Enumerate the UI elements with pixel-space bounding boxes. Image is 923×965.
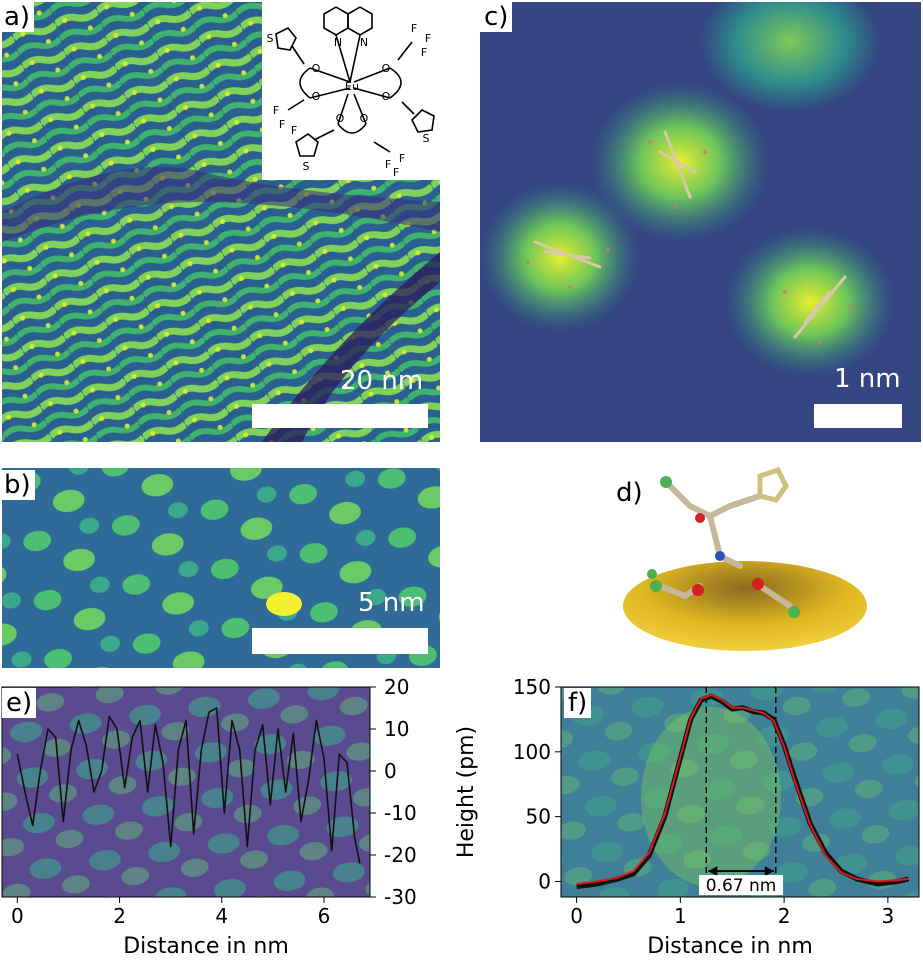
eu-complex-structure: Eu N N O O O O O O S S S F F F F F F F F [267,6,435,179]
panel-label-d: d) [612,478,647,508]
panel-label-a: a) [0,2,35,32]
stm-image-c [480,2,921,442]
y-tick-label-e-0: 20 [384,675,409,699]
atom-label-f2: F [425,32,431,45]
atom-label-o2: O [312,90,321,103]
x-axis-label-e: Distance in nm [123,934,289,959]
y-tick-label-e-3: -10 [384,801,417,825]
width-label-bg [699,875,784,896]
y-tick-label-e-4: -20 [384,843,417,867]
y-tick-label-f-2: 100 [513,740,551,764]
atom-label-f3: F [421,46,427,59]
stm-bright-region [641,707,781,887]
x-tick-label-f-3: 3 [882,904,895,928]
x-tick-label-e-1: 2 [113,904,126,928]
x-tick-label-f-2: 2 [778,904,791,928]
chart-e: 0 2 4 6 20 10 0 -10 -20 -30 Distance in nm [1,675,417,959]
arrow-head-left [708,866,718,877]
panel-label-b: b) [0,470,35,500]
x-tick-label-f-1: 1 [674,904,687,928]
panel-c: 1 nm [480,2,921,442]
atom-label-o3: O [382,62,391,75]
scale-label-c: 1 nm [834,364,901,394]
atom-label-f9: F [393,166,399,179]
y-tick-label-f-1: 50 [526,805,551,829]
chart-e-frame [1,686,371,898]
atom-label-n2: N [360,36,368,49]
atom-label-o6: O [360,112,369,125]
atom-label-o4: O [382,90,391,103]
panel-b: 5 nm [2,468,440,668]
atom-label-s2: S [423,132,430,145]
x-tick-label-f-0: 0 [570,904,583,928]
y-tick-label-f-3: 150 [513,675,551,699]
profile-line-f-1 [576,693,909,885]
atom-label-f7: F [385,158,391,171]
scale-bar-b [252,628,428,654]
width-label: 0.67 nm [706,876,777,896]
stm-background [2,687,370,897]
x-tick-label-e-2: 4 [215,904,228,928]
atom-label-n1: N [334,36,342,49]
x-tick-label-e-0: 0 [11,904,24,928]
y-tick-label-e-2: 0 [384,759,397,783]
scale-label-a: 20 nm [340,366,424,396]
atom-label-f5: F [279,118,285,131]
atom-label-f6: F [291,124,297,137]
atom-label-f8: F [399,152,405,165]
panel-a: Eu N N O O O O O O S S S F F F F F F F F [2,2,440,442]
atom-label-o1: O [312,62,321,75]
atom-label-s3: S [303,160,310,173]
y-tick-label-e-5: -30 [384,885,417,909]
x-axis-label-f: Distance in nm [647,934,813,959]
arrow-head-right [764,866,774,877]
panel-d [600,456,880,666]
panel-label-e: e) [2,688,37,718]
atom-eu-label: Eu [345,80,359,93]
chart-f: 0.67 nm 0 1 2 3 0 50 100 150 Distance in nm Height… [454,675,920,959]
atom-label-o5: O [336,112,345,125]
y-axis-label-f: Height (pm) [454,726,479,858]
y-tick-label-f-0: 0 [538,869,551,893]
scale-bar-a [252,404,428,428]
atom-label-s1: S [267,32,274,45]
stm-background [561,687,919,897]
scale-label-b: 5 nm [358,588,425,618]
scale-bar-c [814,404,902,428]
x-tick-label-e-3: 6 [318,904,331,928]
structure-inset: Eu N N O O O O O O S S S F F F F F F F F [262,2,440,180]
molecule-on-surface [623,466,867,651]
atom-label-f4: F [273,104,279,117]
y-tick-label-e-1: 10 [384,717,409,741]
panel-label-c: c) [480,2,513,32]
chart-f-frame [560,686,920,898]
profile-line-e [16,707,361,864]
panel-label-f: f) [564,688,592,718]
atom-label-f1: F [411,22,417,35]
